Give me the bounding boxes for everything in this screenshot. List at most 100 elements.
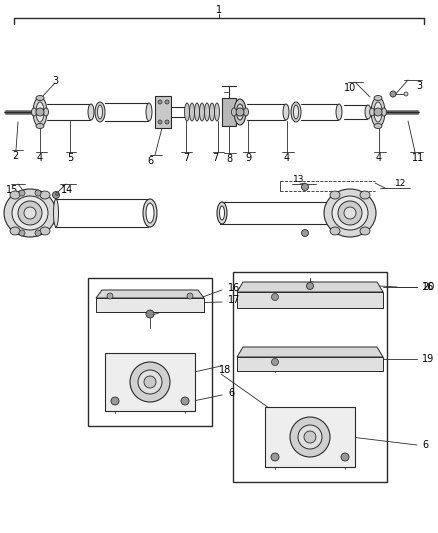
Ellipse shape xyxy=(40,191,50,199)
Text: 15: 15 xyxy=(6,185,18,195)
Ellipse shape xyxy=(146,203,154,223)
Text: 6: 6 xyxy=(422,440,428,450)
Text: 4: 4 xyxy=(376,153,382,163)
Circle shape xyxy=(298,425,322,449)
Text: 12: 12 xyxy=(396,179,407,188)
Circle shape xyxy=(404,92,408,96)
Ellipse shape xyxy=(370,108,374,116)
Ellipse shape xyxy=(217,202,227,224)
Circle shape xyxy=(165,100,169,104)
Circle shape xyxy=(18,201,42,225)
Circle shape xyxy=(390,91,396,97)
Bar xyxy=(233,272,387,482)
Bar xyxy=(237,357,383,371)
Ellipse shape xyxy=(53,199,59,227)
Text: 16: 16 xyxy=(228,283,240,293)
Circle shape xyxy=(341,453,349,461)
Ellipse shape xyxy=(332,196,368,230)
Polygon shape xyxy=(237,347,383,357)
Circle shape xyxy=(301,183,308,190)
Circle shape xyxy=(290,417,330,457)
Circle shape xyxy=(344,207,356,219)
Ellipse shape xyxy=(381,108,386,116)
Text: 10: 10 xyxy=(344,83,356,93)
Bar xyxy=(88,278,212,426)
Circle shape xyxy=(301,230,308,237)
Ellipse shape xyxy=(324,189,376,237)
Ellipse shape xyxy=(237,104,244,120)
Text: 4: 4 xyxy=(284,153,290,163)
Ellipse shape xyxy=(219,206,225,220)
Circle shape xyxy=(36,108,44,116)
Text: 3: 3 xyxy=(52,76,58,86)
Text: 4: 4 xyxy=(37,153,43,163)
Ellipse shape xyxy=(190,103,194,121)
Text: 6: 6 xyxy=(228,388,234,398)
Text: 11: 11 xyxy=(412,153,424,163)
Ellipse shape xyxy=(360,191,370,199)
Ellipse shape xyxy=(283,104,289,120)
Ellipse shape xyxy=(209,103,215,121)
Text: 5: 5 xyxy=(67,153,73,163)
Ellipse shape xyxy=(146,103,152,121)
Ellipse shape xyxy=(374,124,382,128)
Text: 9: 9 xyxy=(245,153,251,163)
Ellipse shape xyxy=(88,104,94,120)
Text: 18: 18 xyxy=(219,365,231,375)
Circle shape xyxy=(146,310,154,318)
Ellipse shape xyxy=(244,108,248,116)
Ellipse shape xyxy=(36,102,44,122)
Text: 8: 8 xyxy=(226,154,232,164)
Bar xyxy=(237,292,383,308)
Ellipse shape xyxy=(330,191,340,199)
Circle shape xyxy=(272,294,279,301)
Circle shape xyxy=(107,293,113,299)
Circle shape xyxy=(35,190,41,196)
Circle shape xyxy=(158,120,162,124)
Circle shape xyxy=(272,359,279,366)
Text: 7: 7 xyxy=(212,153,218,163)
Ellipse shape xyxy=(4,189,56,237)
Text: 3: 3 xyxy=(416,81,422,91)
Text: 2: 2 xyxy=(12,151,18,161)
Circle shape xyxy=(35,230,41,236)
Text: 6: 6 xyxy=(147,156,153,166)
Bar xyxy=(155,96,171,128)
Text: 17: 17 xyxy=(228,295,240,305)
Ellipse shape xyxy=(374,95,382,101)
Ellipse shape xyxy=(199,103,205,121)
Ellipse shape xyxy=(10,191,20,199)
Ellipse shape xyxy=(40,227,50,235)
Ellipse shape xyxy=(95,102,105,122)
Circle shape xyxy=(187,293,193,299)
Bar xyxy=(105,353,195,411)
Ellipse shape xyxy=(365,105,371,119)
Ellipse shape xyxy=(98,105,102,119)
Circle shape xyxy=(236,108,244,116)
Ellipse shape xyxy=(293,105,299,119)
Circle shape xyxy=(181,397,189,405)
Ellipse shape xyxy=(205,103,209,121)
Ellipse shape xyxy=(33,97,47,127)
Ellipse shape xyxy=(36,124,44,128)
Ellipse shape xyxy=(215,103,219,121)
Ellipse shape xyxy=(32,108,36,116)
Circle shape xyxy=(19,190,25,196)
Circle shape xyxy=(271,453,279,461)
Ellipse shape xyxy=(371,97,385,127)
Ellipse shape xyxy=(12,196,48,230)
Text: 16: 16 xyxy=(422,282,434,292)
Circle shape xyxy=(158,100,162,104)
Text: 20: 20 xyxy=(422,282,434,292)
Circle shape xyxy=(144,376,156,388)
Ellipse shape xyxy=(10,227,20,235)
Text: 7: 7 xyxy=(183,153,189,163)
Ellipse shape xyxy=(291,102,301,122)
Ellipse shape xyxy=(330,227,340,235)
Circle shape xyxy=(307,282,314,289)
Text: 1: 1 xyxy=(216,5,222,15)
Ellipse shape xyxy=(234,99,246,125)
Ellipse shape xyxy=(36,95,44,101)
Circle shape xyxy=(53,191,60,198)
Bar xyxy=(222,98,236,126)
